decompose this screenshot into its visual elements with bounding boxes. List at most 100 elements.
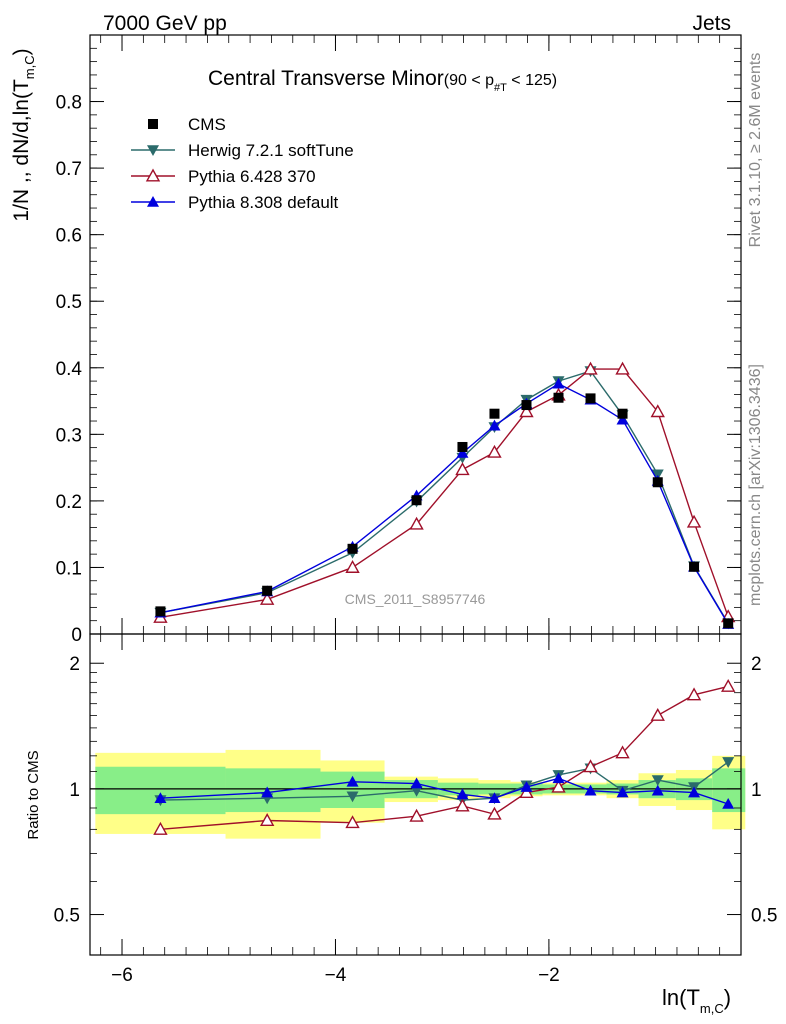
data-point-pythia-6-428-370 — [487, 444, 502, 458]
ratio-point-pythia-6-428-370 — [455, 798, 470, 812]
ratio-panel-frame — [89, 633, 742, 956]
data-point-cms — [347, 543, 358, 554]
data-point-cms — [155, 606, 166, 617]
ratio-y-axis-label: Ratio to CMS — [25, 750, 42, 839]
legend-marker — [147, 196, 159, 207]
ratio-point-pythia-8-308-default — [154, 792, 167, 803]
y-tick-label: 0.7 — [56, 159, 82, 180]
y-tick-label: 0 — [71, 625, 82, 646]
ratio-point-pythia-8-308-default — [722, 798, 735, 809]
ratio-point-pythia-6-428-370 — [409, 808, 424, 822]
plot-title: Central Transverse Minor(90 < p#T < 125) — [208, 67, 557, 94]
ratio-point-pythia-6-428-370 — [583, 759, 598, 773]
data-point-pythia-6-428-370 — [259, 591, 275, 605]
ratio-point-pythia-6-428-370 — [721, 678, 736, 692]
xlabel-pre: ln(T — [662, 985, 700, 1010]
ylabel-pre: 1/N ,, dN/d,ln(T — [10, 79, 33, 222]
ratio-band-stat — [225, 768, 321, 813]
ratio-point-pythia-8-308-default — [651, 784, 664, 796]
y-axis-label: 1/N ,, dN/d,ln(Tm,C) — [10, 48, 37, 221]
legend-label: Pythia 6.428 370 — [188, 167, 316, 186]
data-point-pythia-6-428-370 — [615, 361, 630, 375]
series-line-pythia-8-308-default — [160, 382, 729, 625]
xlabel-sub: m,C — [700, 1001, 724, 1016]
ratio-point-pythia-6-428-370 — [153, 821, 168, 835]
y-tick-label: 0.1 — [56, 558, 82, 579]
ratio-point-pythia-8-308-default — [488, 792, 501, 803]
y-tick-label: 0.2 — [56, 492, 82, 513]
ylabel-sub: m,C — [22, 55, 37, 79]
data-point-pythia-8-308-default — [456, 446, 469, 458]
x-tick-label: −4 — [325, 965, 347, 986]
ratio-point-pythia-8-308-default — [616, 786, 629, 798]
axis-ticks: 0 0.1 0.2 0.3 0.4 0.5 0.6 0.7 0.8 −6 −4 −2 0.5 0.5 1 1 2… — [54, 34, 777, 986]
legend-label: Pythia 8.308 default — [188, 193, 339, 212]
ratio-point-pythia-8-308-default — [410, 777, 423, 789]
ratio-point-pythia-6-428-370 — [551, 779, 566, 793]
data-point-pythia-6-428-370 — [409, 516, 424, 530]
ratio-point-pythia-8-308-default — [520, 781, 533, 792]
ratio-point-pythia-6-428-370 — [259, 813, 275, 826]
ratio-y-tick-label: 2 — [751, 654, 762, 675]
y-tick-label: 0.8 — [56, 93, 82, 114]
ratio-point-herwig-7-2-1-softtune — [346, 791, 359, 803]
data-point-pythia-6-428-370 — [650, 404, 665, 418]
x-tick-label: −2 — [538, 965, 560, 986]
ratio-panel-series — [153, 678, 736, 835]
data-point-cms — [617, 408, 628, 419]
data-point-pythia-6-428-370 — [583, 361, 598, 375]
y-tick-label: 0.3 — [56, 425, 82, 446]
ratio-point-pythia-6-428-370 — [345, 815, 360, 829]
axes-frames — [89, 34, 742, 956]
title-cut-sub: #T — [494, 82, 507, 94]
data-point-cms — [723, 618, 734, 629]
data-point-cms — [411, 495, 422, 506]
x-tick-label: −6 — [111, 965, 133, 986]
data-point-pythia-6-428-370 — [519, 404, 534, 418]
ratio-point-pythia-6-428-370 — [650, 707, 665, 721]
ratio-point-herwig-7-2-1-softtune — [410, 785, 423, 797]
ratio-point-pythia-8-308-default — [688, 786, 701, 798]
legend-label: Herwig 7.2.1 softTune — [188, 141, 354, 160]
ratio-band-stat — [95, 766, 226, 815]
data-point-pythia-6-428-370 — [686, 514, 702, 528]
series-line-herwig-7-2-1-softtune — [160, 370, 729, 624]
ratio-point-pythia-8-308-default — [584, 784, 597, 796]
data-point-cms — [457, 441, 468, 452]
ratio-point-pythia-6-428-370 — [615, 745, 630, 759]
header-left: 7000 GeV pp — [103, 12, 227, 35]
data-point-pythia-8-308-default — [616, 413, 629, 425]
ratio-y-tick-label: 1 — [69, 780, 80, 801]
data-point-herwig-7-2-1-softtune — [651, 469, 664, 481]
mcplots-label: mcplots.cern.ch [arXiv:1306.3436] — [747, 364, 764, 606]
title-cut-post: < 125) — [507, 72, 557, 89]
data-point-cms — [585, 393, 596, 404]
ratio-point-pythia-6-428-370 — [686, 687, 702, 701]
ratio-point-pythia-6-428-370 — [519, 785, 534, 799]
ratio-point-herwig-7-2-1-softtune — [651, 775, 664, 787]
y-tick-label: 0.4 — [56, 359, 83, 380]
data-point-cms — [521, 400, 532, 411]
x-axis-label: ln(Tm,C) — [662, 985, 731, 1016]
data-point-cms — [689, 561, 700, 572]
legend-marker — [147, 145, 159, 156]
analysis-watermark: CMS_2011_S8957746 — [345, 591, 486, 607]
ratio-y-tick-label: 2 — [69, 654, 80, 675]
ratio-uncertainty-bands — [95, 749, 746, 839]
ratio-point-pythia-8-308-default — [261, 786, 274, 798]
main-panel-series — [153, 361, 736, 630]
data-point-pythia-6-428-370 — [345, 560, 360, 573]
data-point-pythia-8-308-default — [488, 419, 501, 431]
ratio-point-herwig-7-2-1-softtune — [722, 757, 735, 768]
legend: CMS Herwig 7.2.1 softTune Pythia 6.428 370… — [131, 115, 354, 212]
data-point-cms — [262, 585, 273, 596]
legend-marker — [145, 168, 161, 182]
ylabel-post: ) — [10, 48, 33, 55]
ratio-point-pythia-8-308-default — [346, 775, 359, 787]
legend-marker — [148, 119, 158, 129]
ratio-y-tick-label: 0.5 — [54, 906, 80, 927]
ratio-point-pythia-8-308-default — [456, 788, 469, 800]
data-point-pythia-6-428-370 — [455, 462, 470, 476]
title-main: Central Transverse Minor — [208, 67, 444, 90]
header-right: Jets — [692, 12, 731, 35]
